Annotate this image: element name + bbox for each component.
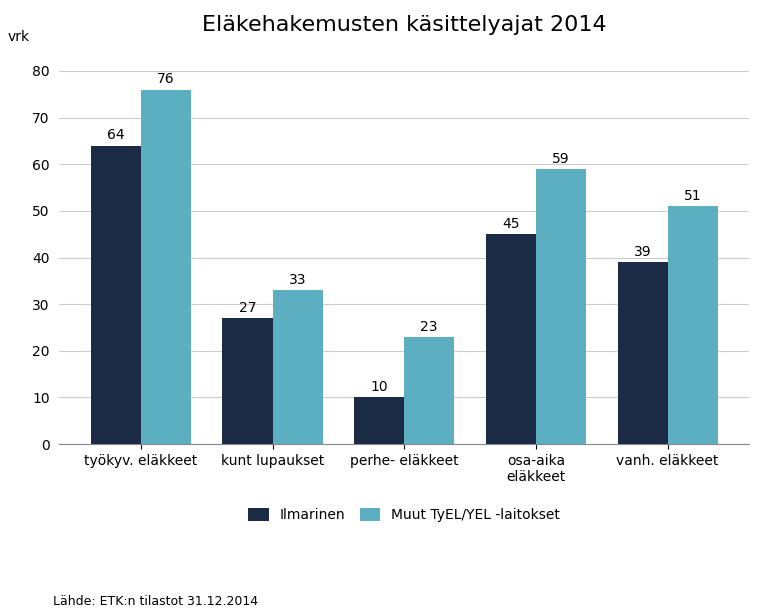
Legend: Ilmarinen, Muut TyEL/YEL -laitokset: Ilmarinen, Muut TyEL/YEL -laitokset xyxy=(242,503,566,527)
Text: 27: 27 xyxy=(238,301,256,315)
Bar xyxy=(354,397,404,444)
Text: 33: 33 xyxy=(289,273,306,287)
Bar xyxy=(273,290,322,444)
Title: Eläkehakemusten käsittelyajat 2014: Eläkehakemusten käsittelyajat 2014 xyxy=(202,15,607,35)
Bar xyxy=(486,234,536,444)
Text: 64: 64 xyxy=(107,128,125,142)
Text: Lähde: ETK:n tilastot 31.12.2014: Lähde: ETK:n tilastot 31.12.2014 xyxy=(53,595,258,608)
Text: 10: 10 xyxy=(371,380,388,394)
Text: 39: 39 xyxy=(634,245,652,259)
Text: 23: 23 xyxy=(420,319,438,333)
Text: 76: 76 xyxy=(157,72,175,87)
Text: 59: 59 xyxy=(552,152,570,166)
Bar xyxy=(536,169,586,444)
Text: 45: 45 xyxy=(502,217,520,231)
Text: vrk: vrk xyxy=(8,29,30,44)
Bar xyxy=(141,90,191,444)
Bar xyxy=(668,206,717,444)
Text: 51: 51 xyxy=(684,189,701,203)
Bar xyxy=(404,337,455,444)
Bar xyxy=(91,146,141,444)
Bar xyxy=(617,262,668,444)
Bar xyxy=(222,318,273,444)
